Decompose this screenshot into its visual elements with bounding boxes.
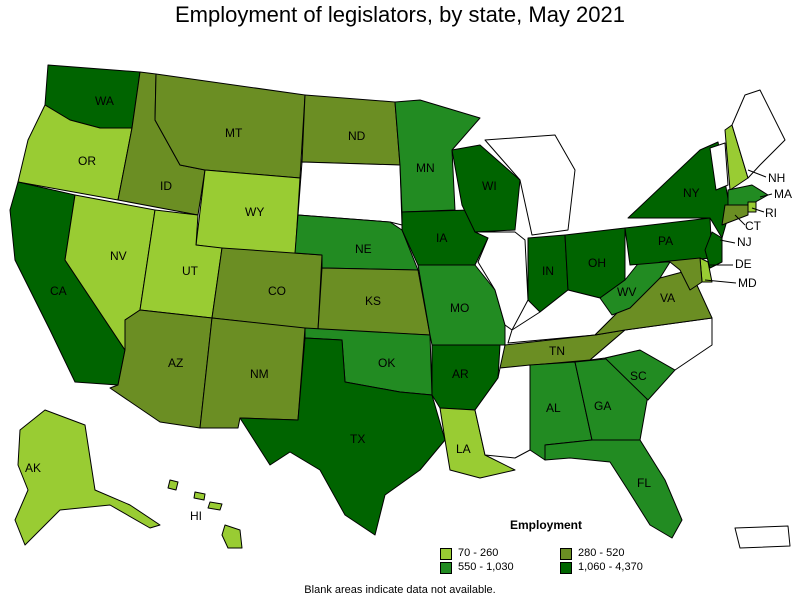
state-MO[interactable] bbox=[417, 264, 506, 346]
state-ME[interactable] bbox=[731, 89, 786, 179]
state-MN[interactable] bbox=[394, 99, 481, 213]
legend-swatch-0 bbox=[440, 548, 452, 560]
legend-swatch-2 bbox=[440, 562, 452, 574]
label-AL: AL bbox=[546, 401, 561, 415]
label-PA: PA bbox=[658, 234, 673, 248]
label-CT: CT bbox=[745, 219, 762, 233]
state-MA[interactable] bbox=[727, 184, 769, 206]
state-HI[interactable] bbox=[167, 479, 243, 549]
state-labels: WA OR CA NV ID MT WY UT AZ CO NM ND NE K… bbox=[25, 94, 792, 523]
label-RI: RI bbox=[765, 206, 777, 220]
state-AZ[interactable] bbox=[109, 309, 213, 429]
label-TN: TN bbox=[549, 344, 565, 358]
legend-label-0: 70 - 260 bbox=[458, 547, 499, 559]
label-IN: IN bbox=[542, 264, 554, 278]
label-NY: NY bbox=[683, 186, 700, 200]
state-AK[interactable] bbox=[14, 409, 161, 546]
legend-title: Employment bbox=[510, 518, 583, 532]
label-VA: VA bbox=[660, 291, 675, 305]
label-WV: WV bbox=[617, 285, 636, 299]
label-OH: OH bbox=[588, 256, 606, 270]
label-NE: NE bbox=[355, 242, 372, 256]
label-MT: MT bbox=[225, 126, 243, 140]
label-MN: MN bbox=[416, 161, 435, 175]
label-UT: UT bbox=[182, 264, 199, 278]
label-NH: NH bbox=[768, 171, 785, 185]
state-FL[interactable] bbox=[544, 439, 683, 539]
state-RI[interactable] bbox=[747, 201, 757, 213]
legend-label-1: 280 - 520 bbox=[578, 547, 625, 559]
state-WI[interactable] bbox=[451, 144, 521, 233]
legend-label-2: 550 - 1,030 bbox=[458, 561, 514, 573]
label-AZ: AZ bbox=[168, 356, 183, 370]
label-WY: WY bbox=[245, 205, 264, 219]
label-DE: DE bbox=[735, 257, 752, 271]
state-SD[interactable] bbox=[297, 161, 403, 226]
leader-lines bbox=[704, 169, 773, 284]
label-OR: OR bbox=[78, 154, 96, 168]
state-WV[interactable] bbox=[599, 254, 671, 316]
label-FL: FL bbox=[637, 476, 651, 490]
map-title: Employment of legislators, by state, May… bbox=[175, 2, 625, 27]
state-MI[interactable] bbox=[484, 134, 576, 236]
state-VT[interactable] bbox=[709, 142, 729, 191]
label-MD: MD bbox=[738, 276, 757, 290]
state-CO[interactable] bbox=[211, 247, 323, 331]
legend-swatch-1 bbox=[560, 548, 572, 560]
label-WA: WA bbox=[95, 94, 114, 108]
label-ND: ND bbox=[348, 129, 366, 143]
label-GA: GA bbox=[594, 399, 611, 413]
label-NV: NV bbox=[110, 249, 127, 263]
data-note: Blank areas indicate data not available. bbox=[304, 584, 496, 596]
legend-swatch-3 bbox=[560, 562, 572, 574]
label-NM: NM bbox=[250, 367, 269, 381]
label-CA: CA bbox=[50, 284, 67, 298]
label-KS: KS bbox=[365, 294, 381, 308]
label-ID: ID bbox=[160, 179, 172, 193]
legend-label-3: 1,060 - 4,370 bbox=[578, 561, 643, 573]
label-MA: MA bbox=[774, 187, 792, 201]
state-TX[interactable] bbox=[239, 337, 446, 536]
legend: Employment 70 - 260 280 - 520 550 - 1,03… bbox=[440, 518, 670, 578]
label-CO: CO bbox=[268, 284, 286, 298]
label-NJ: NJ bbox=[737, 235, 752, 249]
label-OK: OK bbox=[378, 356, 395, 370]
state-MD[interactable] bbox=[659, 257, 703, 291]
label-HI: HI bbox=[190, 509, 202, 523]
label-AK: AK bbox=[25, 461, 41, 475]
label-TX: TX bbox=[350, 432, 365, 446]
label-AR: AR bbox=[452, 367, 469, 381]
label-IA: IA bbox=[436, 231, 447, 245]
state-PR[interactable] bbox=[734, 525, 791, 549]
label-MO: MO bbox=[450, 301, 469, 315]
label-SC: SC bbox=[630, 369, 647, 383]
state-IL[interactable] bbox=[474, 231, 529, 331]
label-WI: WI bbox=[482, 179, 497, 193]
label-LA: LA bbox=[456, 442, 471, 456]
